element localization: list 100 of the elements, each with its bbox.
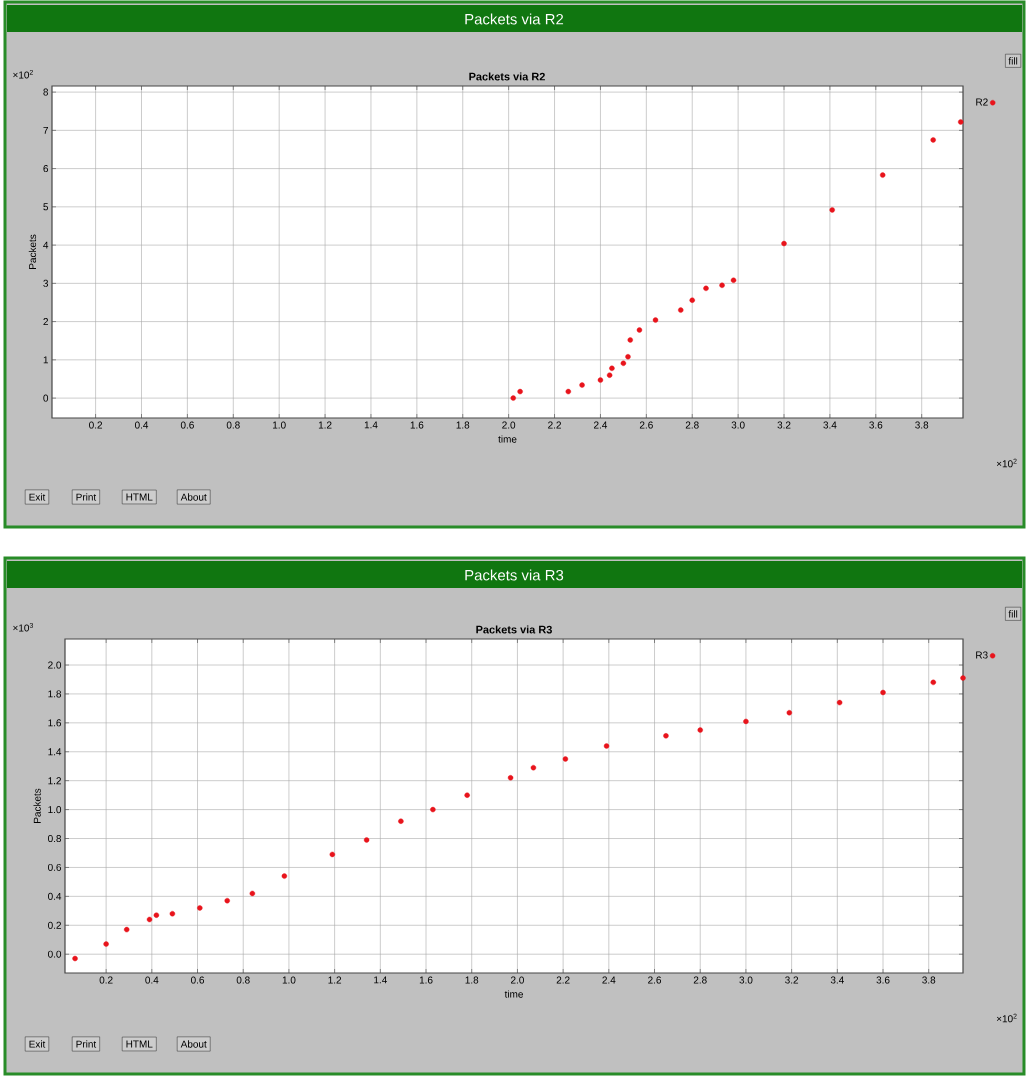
- x-tick-label: 0.8: [226, 421, 240, 429]
- point: [197, 905, 203, 911]
- x-tick-label: 3.2: [777, 421, 791, 429]
- point: [930, 137, 936, 143]
- point: [249, 890, 256, 897]
- point: [703, 285, 709, 292]
- x-tick-label: 0.2: [89, 421, 103, 429]
- y-tick-label: 0: [43, 394, 49, 402]
- text: ×10$^{2}$: [996, 458, 1017, 468]
- point: [579, 382, 585, 388]
- point: [281, 873, 288, 879]
- x-tick-label: 1.2: [318, 421, 332, 429]
- point: [609, 365, 615, 371]
- text: About: [180, 493, 207, 501]
- x-tick-label: 1.4: [374, 976, 387, 984]
- point: [636, 327, 643, 333]
- y-tick-label: 1.6: [48, 719, 62, 727]
- point: [464, 792, 470, 798]
- x-tick-label: 2.0: [511, 976, 524, 984]
- y-tick-label: 0.6: [48, 863, 62, 871]
- x-tick-label: 1.0: [282, 976, 296, 984]
- text: Exit: [29, 1040, 46, 1048]
- x-tick-label: 0.6: [191, 976, 205, 984]
- x-tick-label: 3.8: [915, 421, 929, 429]
- point: [146, 916, 153, 923]
- x-tick-label: 1.8: [456, 421, 470, 429]
- x-tick-label: 2.6: [648, 976, 662, 984]
- x-tick-label: 1.8: [465, 976, 479, 984]
- x-tick-label: 0.6: [180, 421, 194, 429]
- y-tick-label: 1.8: [48, 690, 62, 698]
- x-tick-label: 0.4: [134, 421, 149, 429]
- x-tick-label: 1.0: [273, 421, 286, 429]
- x-tick-label: 2.8: [693, 976, 707, 984]
- point: [663, 733, 669, 739]
- y-tick-label: 5: [43, 203, 49, 211]
- point: [730, 277, 737, 283]
- point: [597, 377, 604, 383]
- point: [562, 756, 569, 762]
- y-axis-title: Packets: [28, 234, 37, 269]
- x-tick-label: 2.2: [548, 421, 561, 429]
- y-tick-label: 0.0: [48, 950, 62, 958]
- x-axis-title: time: [498, 435, 517, 443]
- point: [620, 360, 627, 366]
- x-tick-label: 1.2: [328, 976, 342, 984]
- x-tick-label: 0.2: [99, 976, 113, 984]
- y-tick-label: 7: [43, 126, 48, 134]
- point: [224, 898, 230, 904]
- y-tick-label: 0.8: [48, 835, 62, 843]
- chart-title: Packets via R2: [465, 13, 564, 25]
- point: [743, 718, 749, 725]
- text: ×10$^{2}$: [996, 1013, 1017, 1023]
- text: ×10$^{3}$: [13, 622, 33, 632]
- y-tick-label: 2: [43, 318, 48, 326]
- x-tick-label: 2.4: [602, 976, 616, 984]
- point: [603, 743, 610, 749]
- text: Print: [76, 1040, 97, 1048]
- x-tick-label: 2.6: [639, 421, 653, 429]
- point: [960, 675, 966, 681]
- point: [507, 775, 514, 781]
- point: [103, 941, 109, 947]
- text: fill: [1008, 57, 1018, 65]
- y-tick-label: 6: [43, 165, 49, 173]
- point: [565, 388, 572, 395]
- x-tick-label: 3.0: [731, 421, 745, 429]
- x-tick-label: 3.4: [823, 421, 837, 429]
- point: [530, 764, 537, 771]
- text: ×10$^{2}$: [13, 69, 33, 79]
- x-tick-label: 0.8: [236, 976, 250, 984]
- point: [689, 297, 695, 303]
- point: [836, 699, 843, 706]
- point: [930, 679, 936, 686]
- x-tick-label: 2.4: [594, 421, 608, 429]
- y-tick-label: 1.0: [48, 806, 62, 814]
- point: [329, 851, 336, 858]
- y-tick-label: 8: [43, 88, 49, 96]
- x-tick-label: 0.4: [145, 976, 159, 984]
- x-tick-label: 3.2: [785, 976, 799, 984]
- text: fill: [1008, 610, 1018, 618]
- y-axis-title: Packets: [33, 788, 41, 823]
- point: [398, 818, 404, 824]
- point: [958, 119, 964, 125]
- point: [678, 307, 684, 313]
- text: About: [180, 1040, 207, 1048]
- text: HTML: [126, 493, 153, 501]
- point: [606, 372, 613, 378]
- point: [430, 806, 436, 813]
- point: [153, 912, 160, 918]
- point: [123, 926, 130, 933]
- legend-label: R2: [976, 98, 988, 106]
- x-tick-label: 1.6: [410, 421, 424, 429]
- point: [719, 282, 725, 288]
- point: [627, 337, 633, 343]
- x-tick-label: 3.6: [869, 421, 883, 429]
- point: [781, 240, 787, 247]
- chart-subtitle: Packets via R2: [469, 72, 545, 81]
- y-tick-label: 0.2: [48, 921, 61, 929]
- y-tick-label: 1: [43, 356, 48, 364]
- point: [880, 689, 886, 696]
- point: [363, 837, 370, 843]
- point: [697, 727, 703, 733]
